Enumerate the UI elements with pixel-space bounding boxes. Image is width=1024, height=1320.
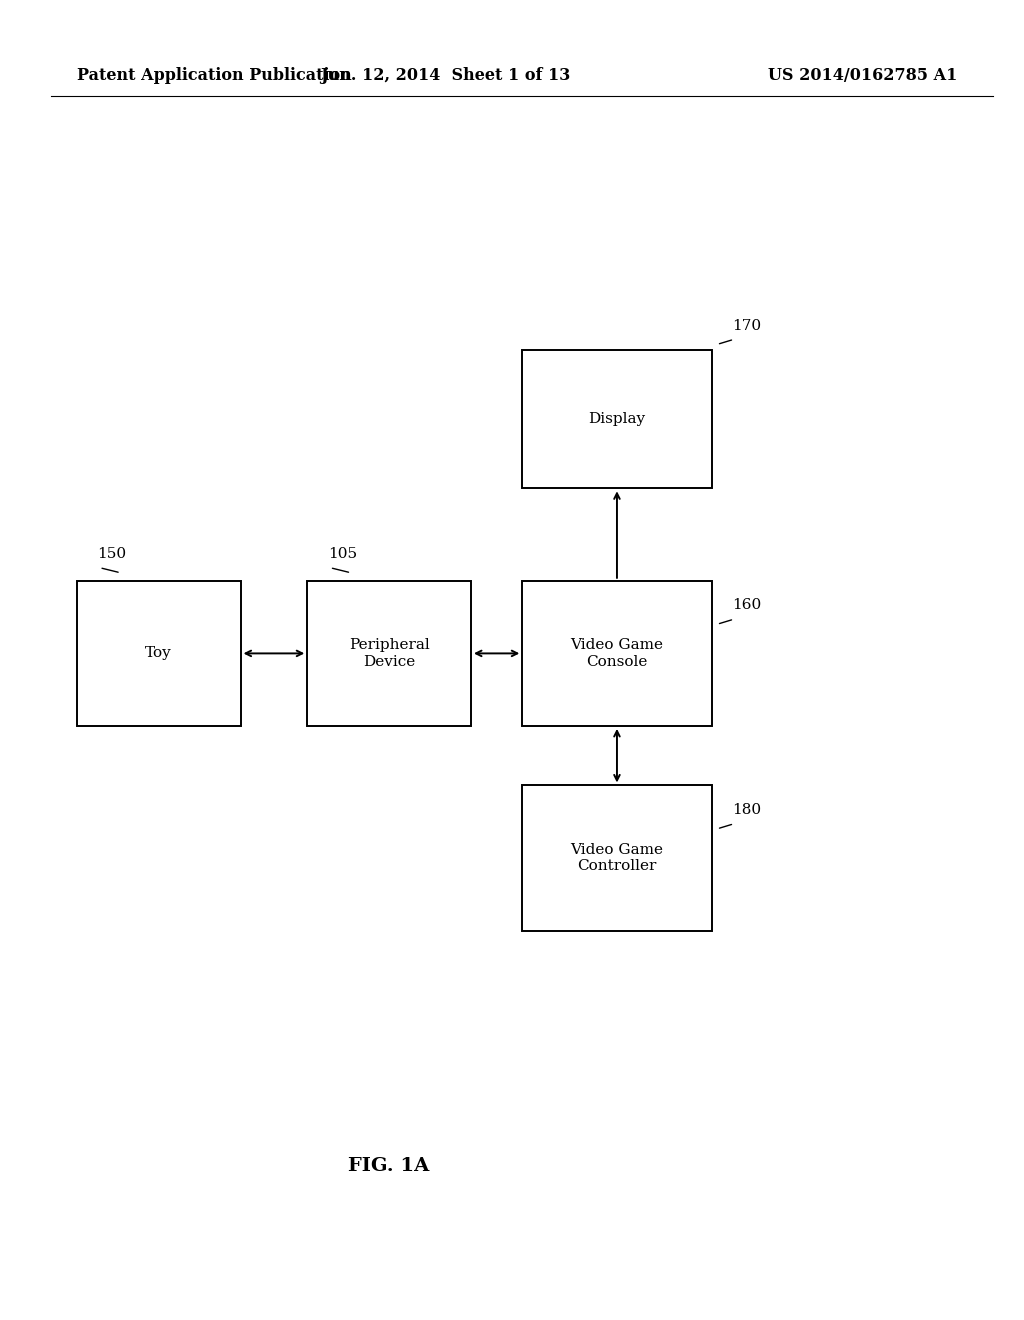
Text: Patent Application Publication: Patent Application Publication [77, 67, 351, 83]
Bar [522, 785, 712, 931]
Text: Video Game
Console: Video Game Console [570, 639, 664, 668]
Text: 160: 160 [732, 598, 762, 612]
Text: Toy: Toy [145, 647, 172, 660]
Text: 105: 105 [328, 546, 356, 561]
Bar [307, 581, 471, 726]
Text: 150: 150 [97, 546, 126, 561]
Text: Jun. 12, 2014  Sheet 1 of 13: Jun. 12, 2014 Sheet 1 of 13 [321, 67, 570, 83]
Text: 170: 170 [732, 318, 761, 333]
Bar [522, 581, 712, 726]
Text: 180: 180 [732, 803, 761, 817]
Bar [77, 581, 241, 726]
Text: US 2014/0162785 A1: US 2014/0162785 A1 [768, 67, 957, 83]
Text: Peripheral
Device: Peripheral Device [349, 639, 429, 668]
Text: FIG. 1A: FIG. 1A [348, 1156, 430, 1175]
Bar [522, 350, 712, 488]
Text: Video Game
Controller: Video Game Controller [570, 843, 664, 873]
Text: Display: Display [589, 412, 645, 426]
